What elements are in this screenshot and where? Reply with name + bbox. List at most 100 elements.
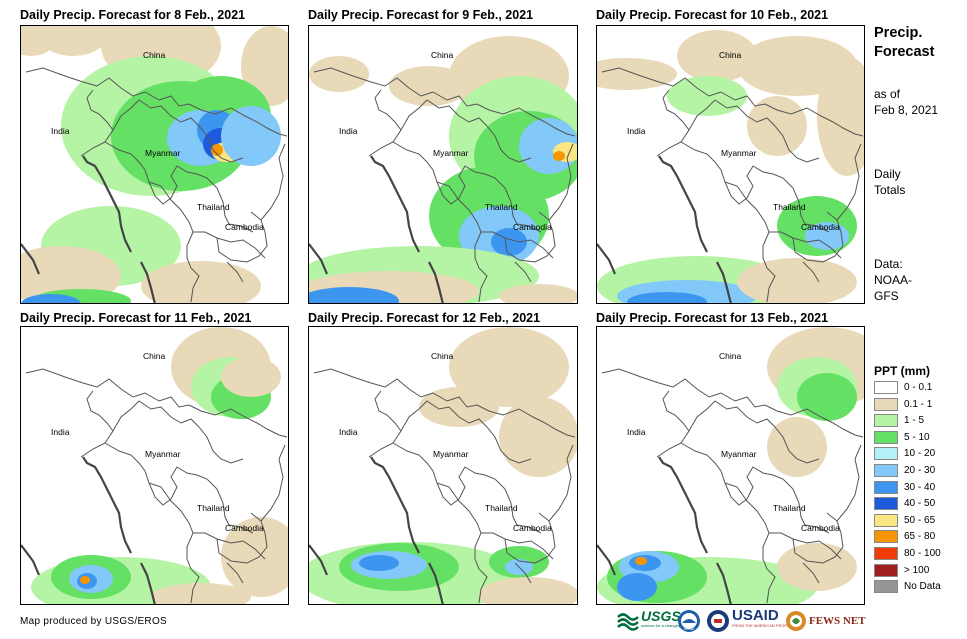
forecast-map-feb-10: China India Myanmar Thailand Cambodia: [596, 25, 865, 304]
country-border: [148, 181, 266, 259]
noaa-logo: NOAA: [677, 608, 701, 634]
legend-swatch: [874, 397, 898, 411]
country-label-thailand: Thailand: [485, 503, 518, 513]
precip-map-graphic: [21, 26, 288, 303]
country-border: [762, 532, 776, 604]
coastline: [21, 544, 41, 576]
country-border: [764, 404, 864, 438]
coastline: [140, 562, 156, 604]
coastline: [370, 155, 420, 253]
country-border: [260, 143, 286, 221]
country-border: [548, 143, 574, 221]
country-border: [724, 482, 842, 560]
noaa-seal-icon: NOAA: [678, 610, 700, 632]
country-border: [504, 211, 556, 263]
legend-item: 10 - 20: [874, 446, 935, 461]
country-label-china: China: [143, 50, 166, 60]
precip-area: [667, 76, 747, 116]
country-label-china: China: [431, 50, 454, 60]
country-border: [774, 125, 820, 163]
country-border: [148, 482, 266, 560]
country-label-china: China: [143, 351, 166, 361]
country-border: [772, 173, 830, 233]
data-source-text: Data: NOAA- GFS: [874, 256, 912, 304]
coastline: [428, 261, 444, 303]
legend-item: No Data: [874, 579, 941, 594]
legend-item: 20 - 30: [874, 463, 935, 478]
coastline: [140, 261, 156, 303]
daily-line1: Daily: [874, 167, 901, 181]
precip-area: [21, 294, 81, 303]
country-border: [680, 141, 774, 205]
country-border: [260, 444, 286, 522]
legend-swatch: [874, 547, 898, 560]
legend-label: 30 - 40: [904, 481, 936, 493]
precip-area: [817, 56, 864, 176]
legend-label: 20 - 30: [904, 465, 936, 476]
precip-area: [151, 583, 251, 604]
country-border: [104, 442, 198, 506]
country-border: [374, 89, 402, 131]
country-border: [836, 444, 862, 522]
country-label-thailand: Thailand: [485, 202, 518, 212]
country-border: [484, 173, 542, 233]
legend-swatch: [874, 480, 898, 494]
legend-item: 50 - 65: [874, 513, 935, 528]
country-label-cambodia: Cambodia: [513, 523, 552, 533]
country-label-thailand: Thailand: [773, 503, 806, 513]
precip-area: [211, 144, 223, 156]
coastline: [716, 562, 732, 604]
legend-item: 0 - 0.1: [874, 380, 932, 395]
precip-area: [805, 222, 849, 250]
legend-swatch: [874, 580, 898, 594]
coastline: [309, 544, 329, 576]
daily-totals-text: Daily Totals: [874, 166, 905, 198]
country-border: [474, 532, 488, 604]
country-label-china: China: [431, 351, 454, 361]
country-label-cambodia: Cambodia: [801, 222, 840, 232]
legend-item: 1 - 5: [874, 413, 924, 428]
country-border: [486, 426, 532, 464]
legend-swatch: [874, 497, 898, 511]
precip-area: [141, 261, 261, 303]
precip-area: [747, 96, 807, 156]
legend-label: > 100: [904, 564, 930, 576]
country-label-myanmar: Myanmar: [721, 148, 757, 158]
country-label-myanmar: Myanmar: [433, 148, 469, 158]
usgs-wave-icon: [617, 613, 639, 631]
usaid-logo: USAID FROM THE AMERICAN PEOPLE: [706, 608, 792, 634]
country-label-myanmar: Myanmar: [145, 449, 181, 459]
precip-area: [737, 258, 857, 303]
coastline: [658, 456, 708, 554]
precip-area: [21, 26, 55, 56]
legend-item: 30 - 40: [874, 480, 935, 495]
coastline: [597, 544, 617, 576]
country-border: [504, 512, 556, 564]
legend-title: PPT (mm): [874, 364, 931, 378]
fewsnet-globe-icon: [786, 611, 806, 631]
country-border: [436, 482, 554, 560]
precip-area: [635, 557, 647, 565]
precip-map-graphic: [597, 327, 864, 604]
precip-area: [359, 555, 399, 571]
precip-area: [553, 151, 565, 161]
country-border: [474, 231, 488, 303]
fewsnet-logo: FEWS NET: [785, 608, 866, 634]
country-border: [476, 404, 576, 438]
country-border: [216, 512, 268, 564]
forecast-map-feb-12: China India Myanmar Thailand Cambodia: [308, 326, 578, 605]
precip-area: [617, 573, 657, 601]
country-border: [374, 390, 402, 432]
country-border: [25, 67, 190, 107]
legend-label: 5 - 10: [904, 431, 930, 443]
country-border: [601, 368, 766, 408]
panel-title-6: Daily Precip. Forecast for 13 Feb., 2021: [596, 311, 829, 325]
precip-area: [677, 30, 757, 82]
country-label-cambodia: Cambodia: [225, 222, 264, 232]
country-border: [313, 67, 478, 107]
side-title: Precip. Forecast: [874, 24, 934, 62]
fewsnet-text: FEWS NET: [809, 615, 866, 627]
noaa-text: NOAA: [684, 627, 695, 631]
legend-swatch: [874, 381, 898, 394]
precip-area: [309, 56, 369, 92]
